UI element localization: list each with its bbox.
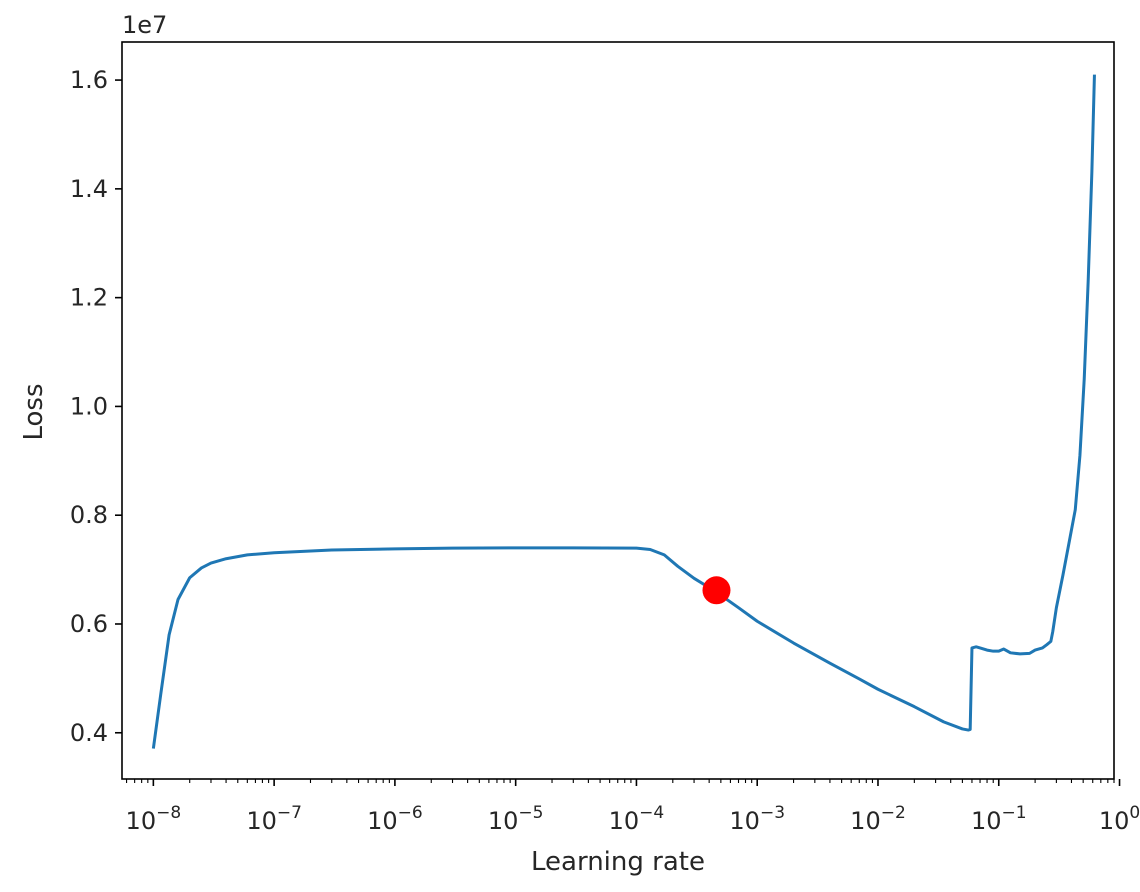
plot-frame bbox=[121, 41, 1115, 780]
y-tick-label: 1.0 bbox=[70, 392, 108, 420]
x-tick-label: 10−7 bbox=[246, 803, 302, 835]
y-tick-label: 0.4 bbox=[70, 719, 108, 747]
x-tick-label: 10−4 bbox=[609, 803, 665, 835]
y-tick-label: 1.2 bbox=[70, 284, 108, 312]
x-axis-label: Learning rate bbox=[531, 847, 705, 877]
y-tick-label: 0.6 bbox=[70, 610, 108, 638]
x-tick-label: 10−6 bbox=[367, 803, 423, 835]
y-tick-label: 1.6 bbox=[70, 66, 108, 94]
x-tick-label: 10−5 bbox=[488, 803, 544, 835]
y-tick-label: 0.8 bbox=[70, 501, 108, 529]
loss-curve bbox=[151, 74, 1096, 749]
x-tick-label: 100 bbox=[1099, 803, 1140, 835]
y-offset-label: 1e7 bbox=[122, 11, 167, 39]
suggested-lr-marker bbox=[702, 576, 731, 605]
x-tick-label: 10−8 bbox=[126, 803, 182, 835]
x-tick-label: 10−3 bbox=[729, 803, 785, 835]
y-tick-label: 1.4 bbox=[70, 175, 108, 203]
x-axis-ticks: 10−8 10−7 10−6 10−5 10−4 10−3 10−2 10−1 100 bbox=[126, 779, 1140, 835]
x-tick-label: 10−1 bbox=[971, 803, 1027, 835]
y-axis-ticks: 0.4 0.6 0.8 1.0 1.2 1.4 1.6 bbox=[70, 66, 122, 747]
y-axis-label: Loss bbox=[19, 383, 49, 440]
x-tick-label: 10−2 bbox=[850, 803, 906, 835]
